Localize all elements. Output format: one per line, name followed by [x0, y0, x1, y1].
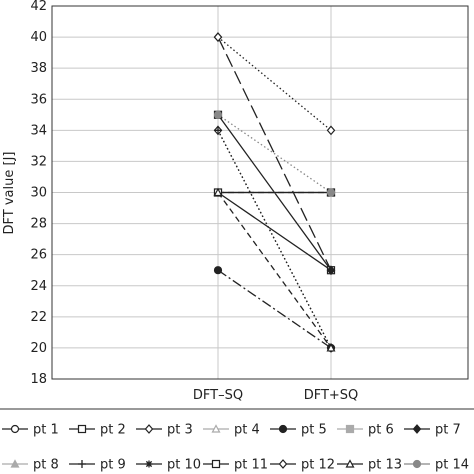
legend-label: pt 9 [100, 458, 126, 473]
legend-marker [278, 424, 288, 434]
y-tick-label: 36 [30, 92, 47, 107]
series-line-pt-9 [217, 130, 332, 349]
series-line-pt-5 [217, 269, 332, 349]
y-tick-label: 26 [30, 248, 47, 263]
legend-marker [77, 424, 87, 434]
legend-item-pt-7: pt 7 [404, 423, 461, 438]
legend-item-pt-6: pt 6 [337, 423, 394, 438]
series-line-pt-13 [217, 192, 332, 349]
legend-label: pt 13 [368, 458, 402, 473]
legend-marker [211, 459, 221, 469]
legend-item-pt-2: pt 2 [69, 423, 126, 438]
y-tick-label: 38 [30, 61, 47, 76]
legend-marker [278, 459, 288, 469]
legend-label: pt 4 [234, 423, 260, 438]
legend-label: pt 1 [33, 423, 59, 438]
legend-marker [78, 460, 86, 468]
legend-item-pt-1: pt 1 [2, 423, 59, 438]
legend-item-pt-3: pt 3 [136, 423, 193, 438]
series-line-pt-7 [217, 36, 332, 271]
legend-marker [145, 460, 153, 468]
x-tick-labels: DFT–SQ DFT+SQ [193, 388, 358, 403]
data-point-pt-9 [214, 126, 222, 135]
data-point-pt-13 [213, 187, 223, 197]
legend-item-pt-10: pt 10 [136, 458, 201, 473]
legend-label: pt 5 [301, 423, 327, 438]
legend-label: pt 14 [435, 458, 469, 473]
legend-item-pt-11: pt 11 [203, 458, 268, 473]
legend-marker [211, 424, 221, 433]
series-markers [213, 32, 336, 353]
y-tick-label: 24 [30, 279, 47, 294]
legend-label: pt 12 [301, 458, 335, 473]
legend: pt 1 pt 2 pt 3 pt 4 pt 5 pt 6 pt 7 pt 8 pt 9 pt 1… [2, 423, 469, 473]
legend-item-pt-9: pt 9 [69, 458, 126, 473]
y-tick-label: 32 [30, 154, 47, 169]
y-tick-label: 28 [30, 217, 47, 232]
legend-item-pt-5: pt 5 [270, 423, 327, 438]
y-tick-label: 34 [30, 123, 47, 138]
data-point-pt-14 [326, 188, 336, 197]
data-point-pt-5 [213, 266, 223, 275]
legend-item-pt-8: pt 8 [2, 458, 59, 473]
legend-label: pt 6 [368, 423, 394, 438]
y-tick-label: 40 [30, 30, 47, 45]
series-line-pt-12 [217, 36, 332, 131]
y-tick-labels: 18 20 22 24 26 28 30 32 34 36 38 40 42 [30, 0, 47, 387]
legend-label: pt 10 [167, 458, 201, 473]
data-point-pt-13 [326, 343, 336, 352]
y-tick-label: 20 [30, 341, 47, 356]
y-tick-label: 30 [30, 186, 47, 201]
legend-label: pt 11 [234, 458, 268, 473]
y-tick-label: 42 [30, 0, 47, 14]
y-tick-label: 18 [30, 372, 47, 387]
legend-label: pt 8 [33, 458, 59, 473]
x-tick-label: DFT+SQ [304, 388, 359, 403]
legend-item-pt-14: pt 14 [404, 458, 469, 473]
legend-item-pt-13: pt 13 [337, 458, 402, 473]
x-tick-label: DFT–SQ [193, 388, 243, 403]
legend-marker [10, 459, 20, 468]
legend-label: pt 7 [435, 423, 461, 438]
legend-marker [412, 424, 422, 434]
data-point-pt-7 [326, 265, 336, 276]
data-point-pt-12 [213, 32, 223, 42]
legend-marker [345, 424, 355, 434]
series-line-pt-1 [217, 191, 332, 271]
legend-item-pt-12: pt 12 [270, 458, 335, 473]
plot-frame [51, 5, 469, 380]
legend-marker [412, 459, 422, 469]
legend-label: pt 3 [167, 423, 193, 438]
data-point-pt-12 [326, 125, 336, 136]
legend-label: pt 2 [100, 423, 126, 438]
data-point-pt-14 [213, 110, 223, 119]
series-lines [217, 36, 332, 349]
legend-marker [144, 424, 154, 434]
legend-item-pt-4: pt 4 [203, 423, 260, 438]
legend-marker [345, 459, 355, 468]
series-line-pt-14 [217, 114, 332, 194]
legend-marker [10, 424, 20, 434]
y-tick-label: 22 [30, 310, 47, 325]
y-axis-label: DFT value [J] [2, 152, 17, 235]
